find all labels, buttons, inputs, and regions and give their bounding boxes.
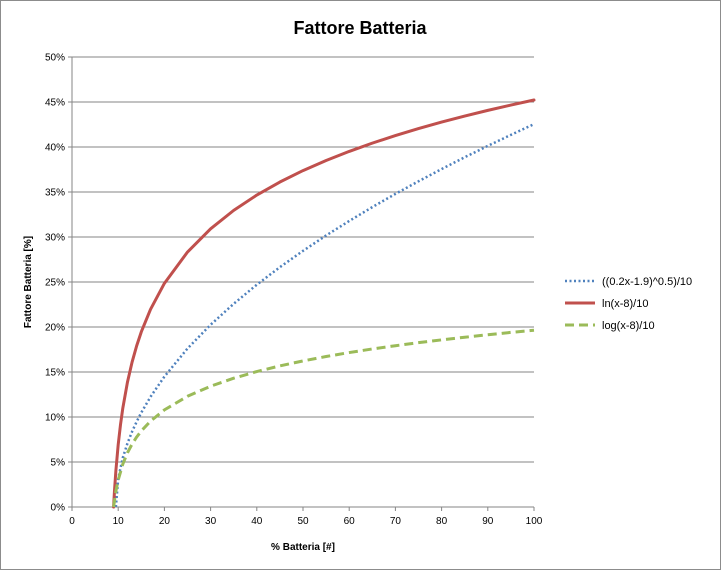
y-tick-label: 0% [51, 503, 66, 514]
legend: ((0.2x-1.9)^0.5)/10 ln(x-8)/10 log(x-8)/10 [565, 276, 692, 332]
gridlines [72, 56, 534, 463]
series-line-2 [112, 98, 536, 509]
x-tick-label: 40 [251, 516, 263, 527]
series-line-1 [114, 123, 535, 508]
series-lines [112, 98, 536, 509]
legend-label-1: ((0.2x-1.9)^0.5)/10 [602, 276, 692, 288]
x-tick-label: 90 [482, 516, 494, 527]
y-tick-label: 40% [45, 143, 65, 154]
legend-label-2: ln(x-8)/10 [602, 298, 648, 310]
x-tick-label: 70 [390, 516, 402, 527]
y-tick-label: 50% [45, 53, 65, 64]
y-tick-label: 30% [45, 233, 65, 244]
x-tick-label: 60 [344, 516, 356, 527]
x-tick-label: 50 [297, 516, 309, 527]
x-tick-label: 20 [159, 516, 171, 527]
y-axis-ticks: 0% 5% 10% 15% 20% 25% 30% 35% 40% 45% 50% [45, 53, 72, 514]
y-tick-label: 10% [45, 413, 65, 424]
legend-label-3: log(x-8)/10 [602, 320, 655, 332]
y-tick-label: 15% [45, 368, 65, 379]
x-tick-label: 0 [69, 516, 75, 527]
x-tick-label: 10 [113, 516, 125, 527]
y-tick-label: 25% [45, 278, 65, 289]
series-line-3 [112, 328, 535, 508]
x-axis-ticks: 0 10 20 30 40 50 60 70 80 90 100 [69, 507, 543, 527]
y-tick-label: 20% [45, 323, 65, 334]
y-tick-label: 35% [45, 188, 65, 199]
y-axis-title: Fattore Batteria [%] [23, 236, 34, 328]
x-axis-title: % Batteria [#] [271, 542, 335, 553]
x-tick-label: 30 [205, 516, 217, 527]
x-tick-label: 80 [436, 516, 448, 527]
y-tick-label: 45% [45, 98, 65, 109]
x-tick-label: 100 [526, 516, 543, 527]
y-tick-label: 5% [51, 458, 66, 469]
chart-title: Fattore Batteria [293, 18, 427, 38]
